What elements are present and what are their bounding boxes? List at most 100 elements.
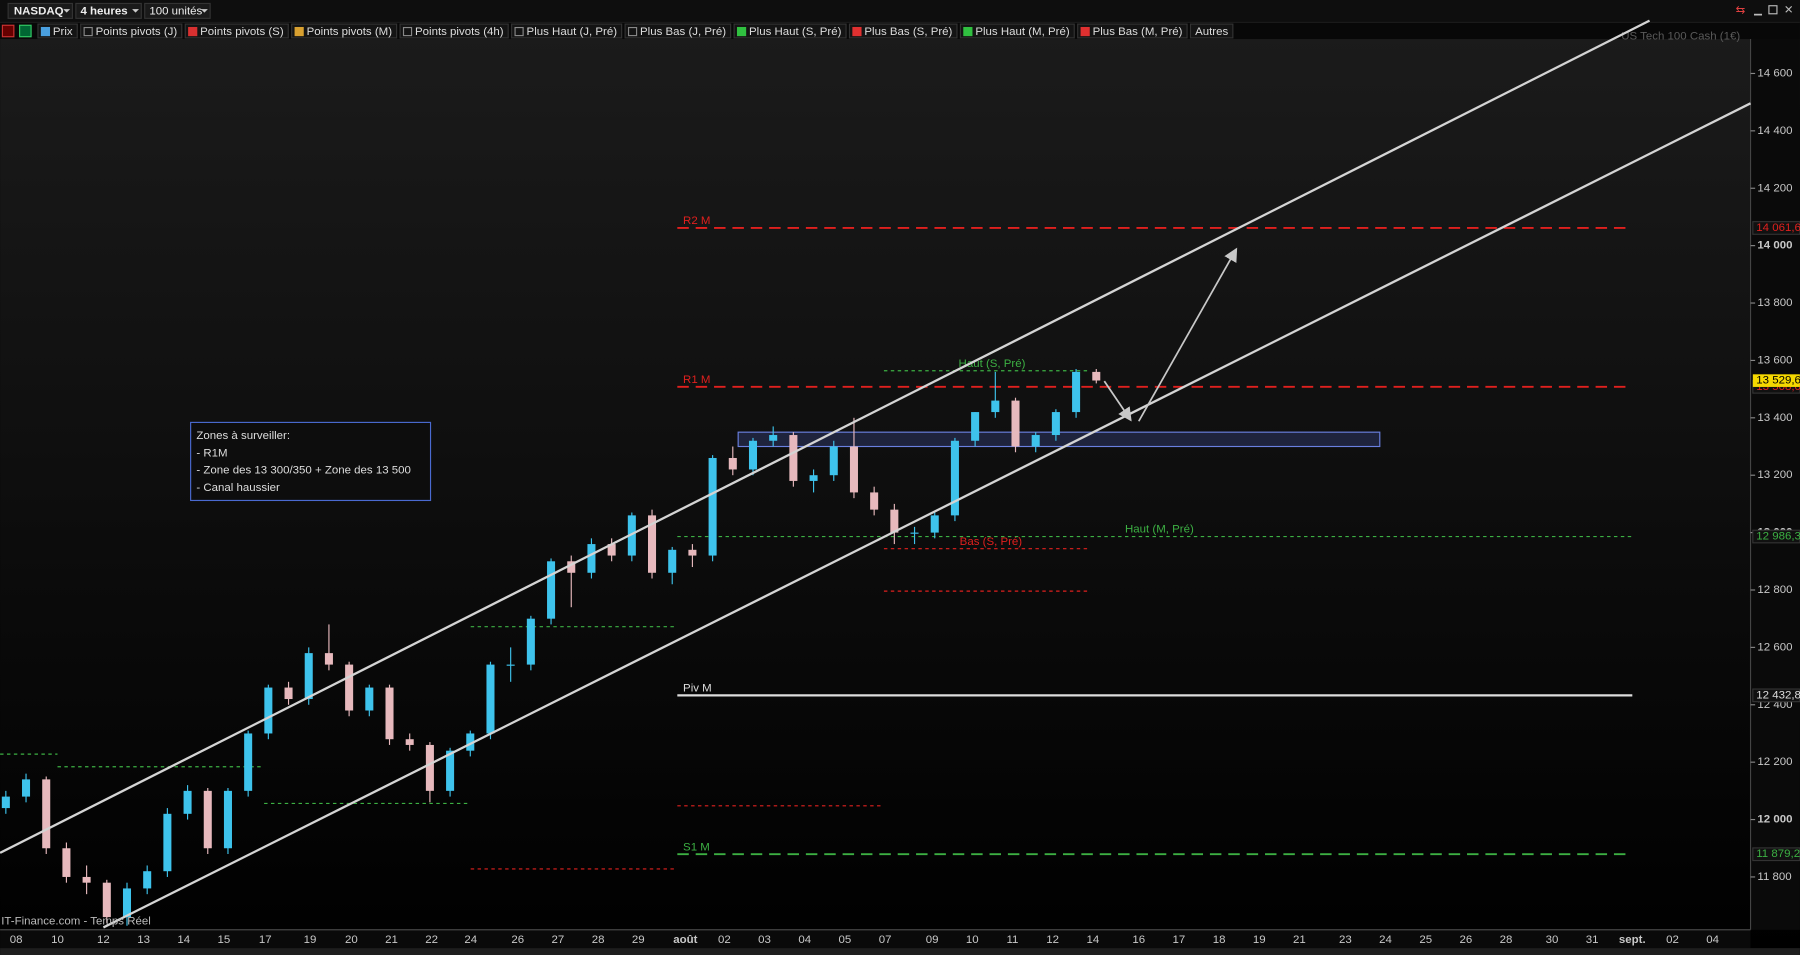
candle-body [829,446,838,476]
x-tick-label: 04 [798,934,811,946]
checkbox[interactable] [627,26,638,37]
button-frame[interactable] [399,23,509,39]
checkbox[interactable] [402,26,413,37]
candle-body [526,618,535,665]
window-controls[interactable]: ⇆ ✕ [1736,4,1794,16]
indicator-button[interactable]: Points pivots (S) [184,23,289,39]
x-tick-label: 30 [1546,934,1559,946]
button-label: Points pivots (M) [307,26,393,38]
button-frame[interactable] [1189,23,1234,39]
button-frame[interactable] [80,23,183,39]
channel-lower-line [102,102,1752,929]
candle-body [42,779,51,849]
candle-body [708,457,717,556]
indicator-button[interactable]: Plus Haut (J, Pré) [511,23,623,39]
candle-body [183,790,192,814]
sync-icon[interactable]: ⇆ [1736,4,1746,16]
indicator-button[interactable]: Plus Haut (S, Pré) [733,23,847,39]
checkbox[interactable] [83,26,93,37]
indicator-button[interactable]: Plus Bas (M, Pré) [1077,23,1188,39]
x-tick-label: 10 [51,934,64,946]
level-name: R2 M [683,215,710,227]
checkbox[interactable] [852,26,862,37]
checkbox[interactable] [188,26,198,37]
indicator-button[interactable]: Points pivots (M) [291,23,398,39]
button-label: Prix [53,26,73,38]
candle-body [910,532,919,534]
x-tick-label: 31 [1586,934,1599,946]
checkbox[interactable] [963,26,973,37]
button-label: Points pivots (S) [200,26,284,38]
candle-body [971,412,980,441]
annotation: Zones à surveiller: - R1M - Zone des 13 30… [196,430,411,494]
checkbox[interactable] [514,26,524,37]
y-tick-label: 12 000 [1757,814,1792,826]
indicator-button[interactable]: Plus Haut (M, Pré) [959,23,1075,39]
button-frame[interactable] [1077,23,1188,39]
add-icon[interactable] [19,24,32,38]
checkbox[interactable] [1080,26,1090,37]
button-frame[interactable] [291,23,398,39]
x-tick-label: 15 [218,934,231,946]
annotation-box [190,421,432,502]
remove-icon[interactable] [1,24,15,38]
period-dropdown[interactable] [75,2,142,19]
button-frame[interactable] [848,23,958,39]
data-source: IT-Finance.com - Temps Réel [1,916,151,928]
indicator-button[interactable]: Prix [37,23,78,39]
dropdown-arrow [63,9,71,13]
checkbox[interactable] [294,26,304,37]
button-frame[interactable] [184,23,289,39]
candle-body [324,653,333,665]
button-label: Plus Haut (S, Pré) [749,26,842,38]
indicator-button[interactable]: Plus Bas (J, Pré) [624,23,732,39]
indicator-button[interactable]: Autres [1189,23,1234,39]
restore-button[interactable] [1768,5,1778,15]
candle-body [82,876,91,883]
checkbox[interactable] [736,26,747,37]
indicator-buttons: Prix Points pivots (J) Points pivots (S) Po… [37,23,1234,39]
x-tick-label: 19 [1253,934,1266,946]
button-label: Plus Bas (S, Pré) [864,26,952,38]
close-button[interactable]: ✕ [1784,4,1794,16]
y-tick-label: 14 200 [1757,182,1792,194]
button-frame[interactable] [511,23,623,39]
indicator-button[interactable]: Points pivots (J) [80,23,183,39]
x-tick-label: 21 [385,934,398,946]
symbol-label: NASDAQ [14,6,64,18]
level-name: S1 M [683,841,710,853]
y-tick-label: 13 400 [1757,412,1792,424]
candle-body [870,492,879,510]
x-tick-label: 24 [1379,934,1392,946]
candle-body [930,515,939,533]
y-tick-label: 13 200 [1757,469,1792,481]
annotation-line: Zones à surveiller: [196,430,290,442]
indicator-button[interactable]: Plus Bas (S, Pré) [848,23,958,39]
button-frame[interactable] [959,23,1075,39]
x-tick-label: 26 [1460,934,1473,946]
candle-body [264,687,273,734]
plot: 14 600 14 400 14 200 14 000 13 800 13 600 13 4… [0,67,1800,946]
y-tick-label: 12 200 [1757,756,1792,768]
checkbox[interactable] [40,26,51,37]
minimize-button[interactable] [1753,13,1763,16]
x-tick-label: 09 [926,934,939,946]
x-tick-label: 27 [552,934,565,946]
x-tick-label: 03 [758,934,771,946]
candle-body [748,440,758,470]
button-frame[interactable] [624,23,732,39]
level-price-label: 12 432,8 [1756,689,1800,701]
symbol-dropdown[interactable] [7,2,73,19]
price-axis-panel [1750,39,1800,930]
button-frame[interactable] [733,23,847,39]
indicator-button[interactable]: Points pivots (4h) [399,23,509,39]
x-tick-label: 08 [10,934,23,946]
x-tick-label: 02 [718,934,731,946]
candles [1,369,1101,926]
units-dropdown[interactable] [144,2,211,19]
candle-body [122,888,132,918]
x-tick-label: 16 [1132,934,1145,946]
x-tick-label: 17 [1173,934,1186,946]
x-tick-label: 20 [345,934,358,946]
candle-body [1051,412,1060,436]
